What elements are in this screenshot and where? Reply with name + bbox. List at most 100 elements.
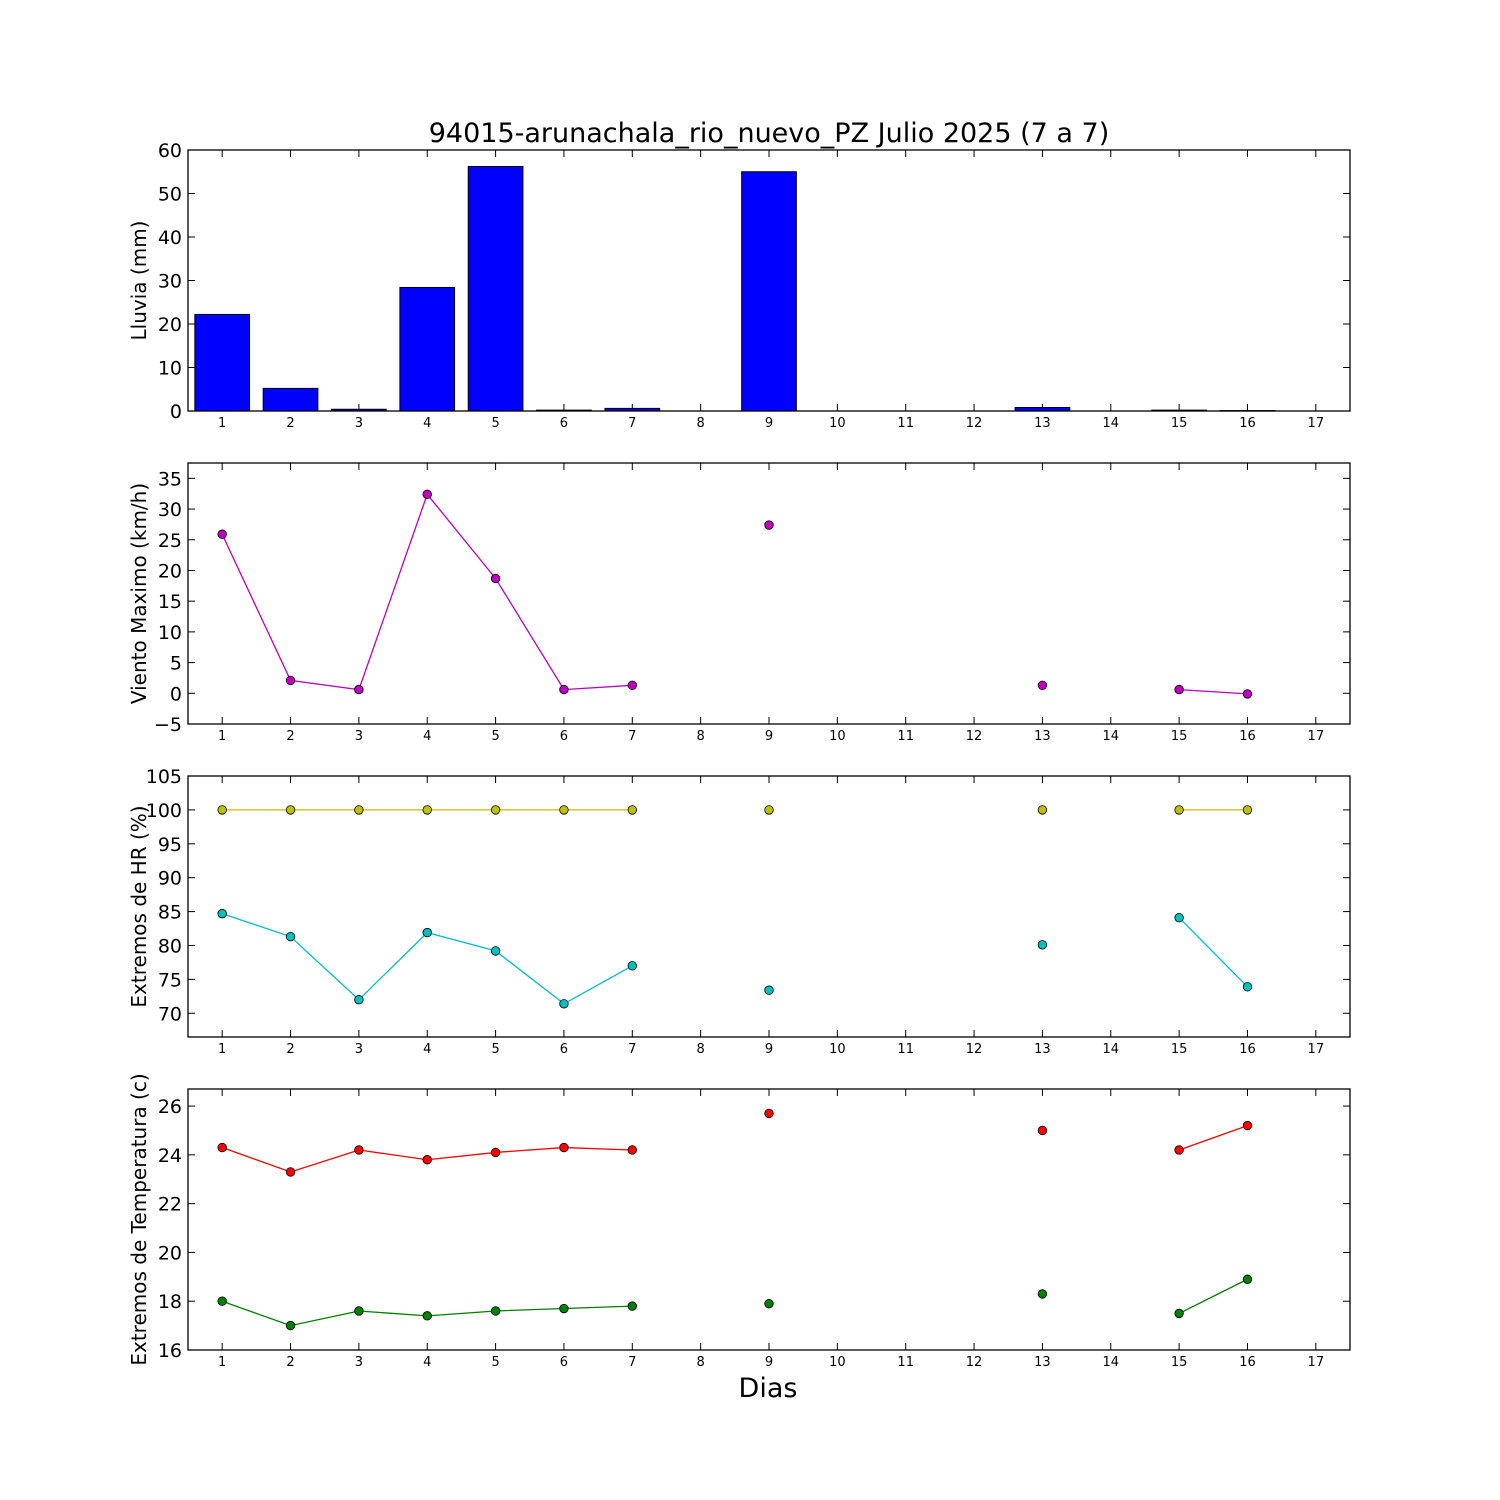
data-point <box>490 1147 501 1158</box>
x-tick-label: 3 <box>355 1042 363 1057</box>
y-tick-label: 24 <box>158 1145 182 1167</box>
data-point <box>1037 940 1048 950</box>
x-tick-label: 3 <box>355 416 363 431</box>
x-tick-label: 11 <box>897 1355 914 1370</box>
x-tick-label: 11 <box>897 1042 914 1057</box>
data-point <box>1242 1120 1253 1131</box>
data-point <box>764 520 774 530</box>
x-tick-label: 4 <box>423 729 431 744</box>
data-point <box>354 1306 364 1316</box>
y-tick-label: 35 <box>158 468 182 490</box>
data-point <box>627 961 637 971</box>
x-tick-label: 4 <box>423 416 431 431</box>
bar <box>194 313 251 412</box>
x-tick-label: 2 <box>286 1042 294 1057</box>
x-tick-label: 16 <box>1239 416 1256 431</box>
x-tick-label: 1 <box>218 1042 226 1057</box>
y-tick-label: 75 <box>158 969 182 991</box>
series-line <box>221 913 633 1005</box>
x-tick-label: 17 <box>1308 729 1325 744</box>
x-tick-label: 7 <box>628 1355 636 1370</box>
bar <box>467 166 524 412</box>
data-point <box>559 805 569 815</box>
data-point <box>285 1320 296 1331</box>
data-point <box>217 1142 227 1153</box>
chart-title: 94015-arunachala_rio_nuevo_PZ Julio 2025… <box>429 118 1110 149</box>
y-tick-label: 85 <box>158 902 182 924</box>
x-tick-label: 9 <box>765 416 773 431</box>
x-tick-label: 15 <box>1171 1355 1188 1370</box>
y-tick-label: 20 <box>158 1242 182 1264</box>
x-tick-label: 16 <box>1239 1355 1256 1370</box>
x-tick-label: 9 <box>765 1042 773 1057</box>
x-tick-label: 17 <box>1308 1042 1325 1057</box>
y-tick-label: 15 <box>158 591 182 613</box>
data-point <box>422 489 432 500</box>
data-point <box>490 946 501 956</box>
axes-frame <box>187 775 1351 1038</box>
data-point <box>627 805 637 815</box>
x-tick-label: 14 <box>1102 1355 1119 1370</box>
data-point <box>422 927 432 938</box>
x-tick-label: 13 <box>1034 416 1051 431</box>
x-tick-label: 8 <box>697 416 705 431</box>
axes-frame <box>187 462 1351 725</box>
x-tick-label: 2 <box>286 416 294 431</box>
x-tick-label: 11 <box>897 729 914 744</box>
series-line <box>1178 1124 1248 1151</box>
y-tick-label: 40 <box>158 227 182 249</box>
x-tick-label: 6 <box>560 416 568 431</box>
data-point <box>1037 680 1048 691</box>
data-point <box>559 684 569 695</box>
y-tick-label: 30 <box>158 271 182 293</box>
data-point <box>1174 805 1184 815</box>
x-tick-label: 5 <box>491 1042 499 1057</box>
y-tick-label: 30 <box>158 499 182 521</box>
y-tick-label: 22 <box>158 1194 182 1216</box>
data-point <box>217 908 227 919</box>
x-tick-label: 16 <box>1239 729 1256 744</box>
data-point <box>285 805 296 815</box>
x-tick-label: 8 <box>697 1355 705 1370</box>
x-tick-label: 1 <box>218 416 226 431</box>
series-line <box>221 493 633 691</box>
x-tick-label: 5 <box>491 1355 499 1370</box>
x-tick-label: 4 <box>423 1042 431 1057</box>
x-tick-label: 6 <box>560 1042 568 1057</box>
data-point <box>1242 982 1253 992</box>
x-tick-label: 4 <box>423 1355 431 1370</box>
data-point <box>1174 1145 1184 1155</box>
data-point <box>285 1167 296 1177</box>
x-tick-label: 10 <box>829 1042 846 1057</box>
y-tick-label: 90 <box>158 868 182 890</box>
x-tick-label: 14 <box>1102 1042 1119 1057</box>
x-tick-label: 12 <box>966 1355 983 1370</box>
series-line <box>1178 1278 1248 1314</box>
data-point <box>627 680 637 691</box>
bar <box>741 171 797 412</box>
y-axis-label: Viento Maximo (km/h) <box>127 483 151 704</box>
x-tick-label: 13 <box>1034 1042 1051 1057</box>
series-line <box>1179 688 1248 695</box>
x-axis-label: Dias <box>739 1373 798 1404</box>
y-tick-label: 20 <box>158 560 182 582</box>
x-tick-label: 7 <box>628 729 636 744</box>
data-point <box>559 1142 569 1153</box>
data-point <box>217 529 227 539</box>
data-point <box>422 1155 432 1165</box>
x-tick-label: 6 <box>560 1355 568 1370</box>
data-point <box>627 1301 637 1311</box>
y-tick-label: 50 <box>158 184 182 206</box>
data-point <box>490 573 501 584</box>
x-tick-label: 7 <box>628 1042 636 1057</box>
x-tick-label: 14 <box>1102 416 1119 431</box>
data-point <box>559 1303 569 1314</box>
bar <box>262 387 319 412</box>
y-tick-label: 0 <box>170 683 182 705</box>
data-point <box>1174 1308 1184 1319</box>
x-tick-label: 10 <box>829 729 846 744</box>
x-tick-label: 5 <box>491 729 499 744</box>
data-point <box>354 1145 364 1155</box>
